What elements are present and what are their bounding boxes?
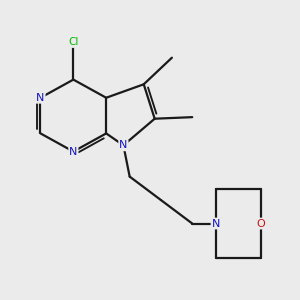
Text: N: N (69, 147, 77, 157)
Text: N: N (119, 140, 128, 150)
Text: Cl: Cl (68, 37, 79, 47)
Text: N: N (36, 93, 45, 103)
Text: O: O (257, 218, 266, 229)
Text: N: N (212, 218, 220, 229)
